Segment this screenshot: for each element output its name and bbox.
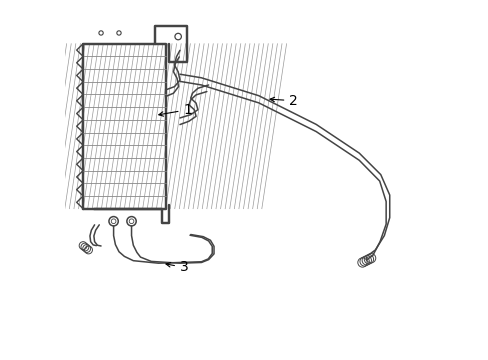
Text: 3: 3 bbox=[165, 260, 188, 274]
Text: 1: 1 bbox=[159, 103, 192, 117]
Text: 2: 2 bbox=[269, 94, 298, 108]
